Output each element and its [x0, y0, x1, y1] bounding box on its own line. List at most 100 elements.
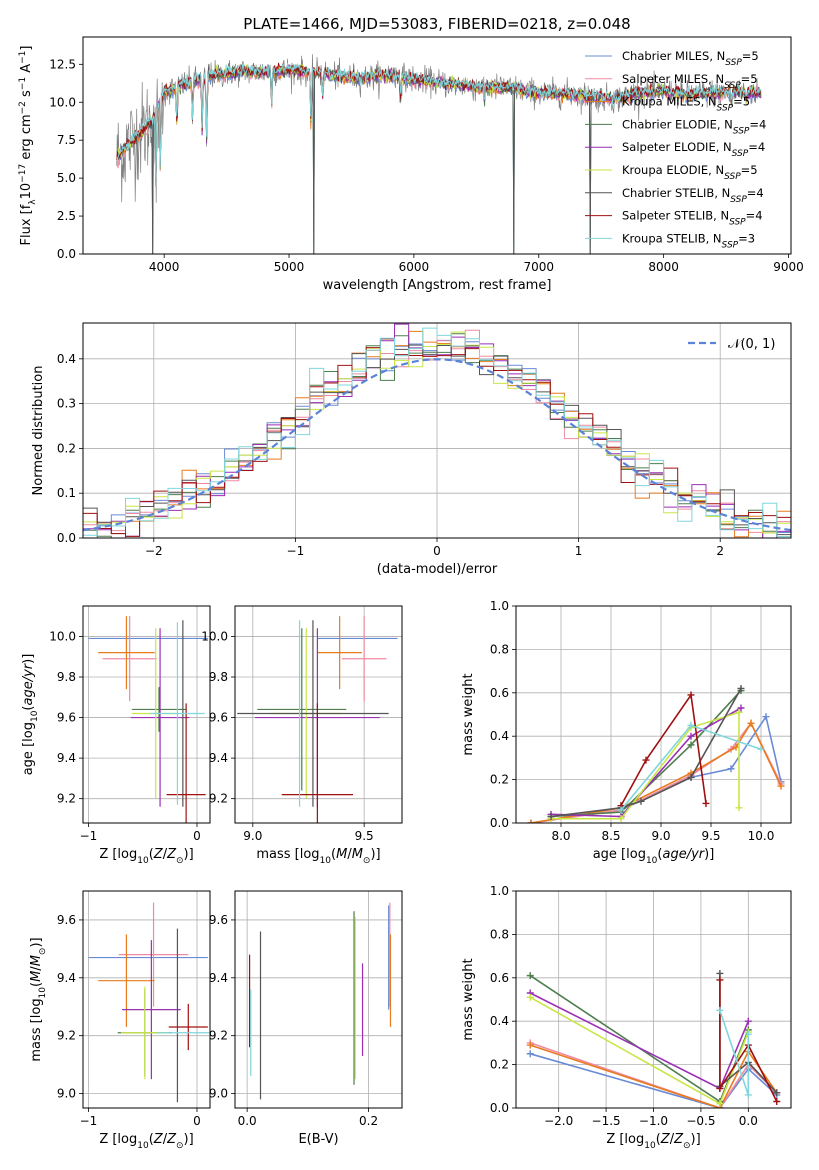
label-part: Z [log	[606, 1132, 644, 1147]
label-part: ⊙	[683, 1141, 691, 1151]
y-tick-label: 0.2	[57, 441, 76, 455]
weight-marker	[735, 804, 743, 812]
y-tick-label: 1.0	[490, 884, 509, 898]
label-part: 10	[30, 710, 40, 722]
y-tick-label: 2.5	[57, 209, 76, 223]
x-tick-label: 0.0	[739, 1114, 758, 1128]
label-part: Kroupa MILES, N	[622, 95, 717, 109]
x-tick-label: 6000	[399, 260, 430, 274]
weight-marker	[687, 732, 695, 740]
residuals-panel: −2 −1 0 1 2 0.0 0.1 0.2 0.3 0.4 (data-model)/error…	[31, 322, 792, 577]
x-tick-label: −2.0	[544, 1114, 573, 1128]
weight-series-salpeter-elodie	[529, 992, 750, 1090]
plot-area	[248, 902, 392, 1100]
label-part: =5	[741, 163, 758, 177]
axes-frame	[82, 605, 211, 824]
label-part: Flux [f	[19, 204, 34, 245]
x-axis-label: E(B-V)	[298, 1132, 338, 1147]
x-axis-label: Z [log10(Z/Z⊙)]	[606, 1132, 700, 1151]
label-part: (	[656, 1132, 661, 1147]
label-part: Salpeter ELODIE, N	[622, 140, 732, 154]
weight-marker	[527, 819, 535, 823]
weight-marker	[526, 993, 534, 1001]
y-tick-label: 0.3	[57, 397, 76, 411]
x-tick-label: 0	[193, 829, 201, 843]
y-tick-label: 0.0	[490, 1101, 509, 1115]
x-tick-label: −0.5	[686, 1114, 715, 1128]
y-tick-label: 0.6	[490, 686, 509, 700]
weight-marker	[773, 1097, 781, 1105]
label-part: Chabrier ELODIE, N	[622, 117, 733, 131]
plot-area	[527, 684, 785, 823]
plot-area	[526, 969, 781, 1108]
label-part: Z	[153, 1132, 164, 1147]
model-spectrum-kroupa-stelib	[116, 62, 762, 185]
label-part: SSP	[725, 58, 742, 68]
label-part: Kroupa STELIB, N	[622, 231, 722, 245]
weight-marker	[687, 721, 695, 729]
label-part: −2	[18, 101, 28, 114]
age-vs-metallicity-panel: −1 09.29.49.69.810.0Z [log10(Z/Z⊙)]age [l…	[21, 605, 211, 866]
weight-series-kroupa-elodie	[529, 996, 750, 1105]
axes-frame	[234, 605, 403, 824]
weight-marker	[716, 1084, 724, 1092]
label-part: M	[29, 971, 44, 982]
weight-marker	[744, 1017, 752, 1025]
y-axis-label: Normed distribution	[31, 366, 46, 496]
label-part: Z	[660, 1132, 671, 1147]
weight-marker	[526, 1050, 534, 1058]
y-tick-label: 10.0	[49, 95, 76, 109]
label-part: )]	[370, 847, 380, 862]
weight-marker	[526, 972, 534, 980]
label-part: 10	[646, 856, 658, 866]
x-tick-label: 8.0	[551, 829, 570, 843]
label-part: Chabrier MILES, N	[622, 49, 725, 63]
weight-marker	[747, 719, 755, 727]
label-part: Kroupa ELODIE, N	[622, 163, 724, 177]
weight-vs-metallicity-panel: −2.0 −1.5 −1.0 −0.5 0.0 0.0 0.2 0.4 0.6 0.8 1.0 Z […	[461, 884, 792, 1151]
y-tick-label: 0.4	[57, 352, 76, 366]
weight-marker	[617, 815, 625, 823]
weight-series-chabrier-elodie	[550, 690, 742, 818]
label-part: age [log	[21, 722, 36, 775]
weight-marker	[773, 1089, 781, 1097]
x-tick-label: 9.0	[651, 829, 670, 843]
y-tick-label: 9.6	[209, 913, 228, 927]
legend-entry: Kroupa STELIB, NSSP=3	[622, 231, 755, 250]
y-axis-label: Flux [fλ10−17 erg cm−2 s−1 A−1]	[18, 46, 38, 246]
label-part: SSP	[724, 172, 741, 182]
x-tick-label: 9.0	[243, 829, 262, 843]
spectrum-panel: 4000 5000 6000 7000 8000 9000 0.0 2.5 5.0 7.5 10.0…	[18, 15, 804, 293]
weight-marker	[547, 812, 555, 820]
label-part: Salpeter MILES, N	[622, 72, 724, 86]
label-part: −1	[18, 51, 28, 64]
histogram-kroupa-miles	[83, 330, 791, 538]
label-part: )]	[184, 847, 194, 862]
y-tick-label: 9.6	[57, 711, 76, 725]
x-tick-label: 9.5	[355, 829, 374, 843]
y-tick-label: 1.0	[490, 599, 509, 613]
x-axis-label: (data-model)/error	[377, 562, 498, 577]
label-part: Z [log	[99, 847, 137, 862]
label-part: age/yr	[662, 847, 705, 862]
x-tick-label: −1.5	[592, 1114, 621, 1128]
y-tick-label: 0.4	[490, 729, 509, 743]
label-part: −17	[18, 164, 28, 183]
label-part: SSP	[733, 126, 750, 136]
y-tick-label: 9.2	[209, 792, 228, 806]
y-tick-label: 7.5	[57, 133, 76, 147]
label-part: (	[29, 982, 44, 987]
label-part: Z	[166, 1132, 177, 1147]
x-tick-label: 0	[433, 544, 441, 558]
weight-marker	[687, 741, 695, 749]
label-part: =4	[746, 209, 763, 223]
label-part: A	[19, 64, 34, 77]
y-tick-label: 0.2	[490, 1058, 509, 1072]
y-tick-label: 0.1	[57, 486, 76, 500]
histogram-kroupa-stelib	[83, 327, 791, 537]
weight-marker	[744, 1091, 752, 1099]
y-axis-label: mass weight	[461, 673, 476, 755]
x-axis-label: mass [log10(M/M⊙)]	[256, 847, 380, 866]
y-tick-label: 9.2	[57, 1029, 76, 1043]
